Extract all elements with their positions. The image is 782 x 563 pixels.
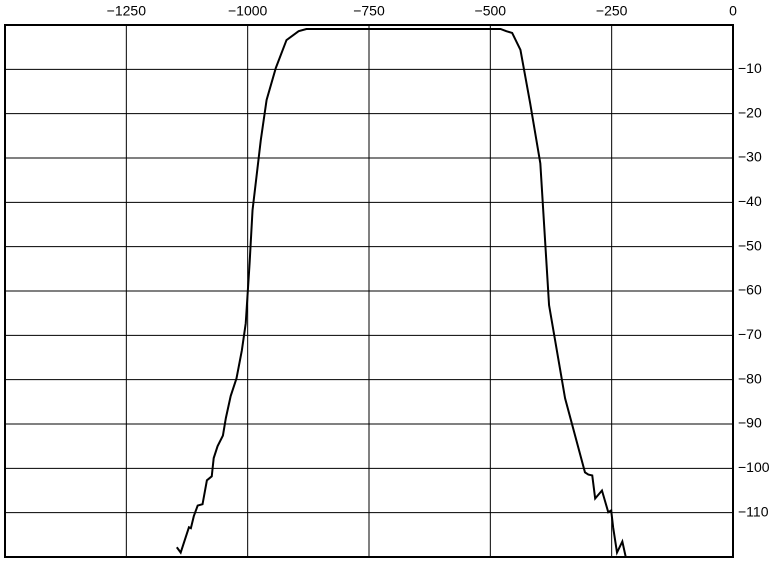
y-tick-label: −50 bbox=[738, 237, 762, 253]
y-tick-label: −90 bbox=[738, 415, 762, 431]
y-tick-label: −70 bbox=[738, 326, 762, 342]
y-tick-label: −40 bbox=[738, 193, 762, 209]
y-tick-label: −110 bbox=[738, 503, 769, 519]
y-tick-label: −30 bbox=[738, 149, 762, 165]
x-tick-label: −1000 bbox=[228, 3, 268, 19]
data-line bbox=[176, 27, 627, 557]
x-tick-label: 0 bbox=[729, 3, 737, 19]
x-tick-label: −500 bbox=[475, 3, 507, 19]
y-tick-label: −10 bbox=[738, 60, 762, 76]
x-tick-label: −250 bbox=[596, 3, 628, 19]
x-tick-label: −1250 bbox=[107, 3, 147, 19]
y-tick-label: −60 bbox=[738, 282, 762, 298]
y-tick-label: −20 bbox=[738, 104, 762, 120]
x-tick-label: −750 bbox=[353, 3, 385, 19]
y-tick-label: −100 bbox=[738, 459, 770, 475]
y-tick-label: −80 bbox=[738, 370, 762, 386]
